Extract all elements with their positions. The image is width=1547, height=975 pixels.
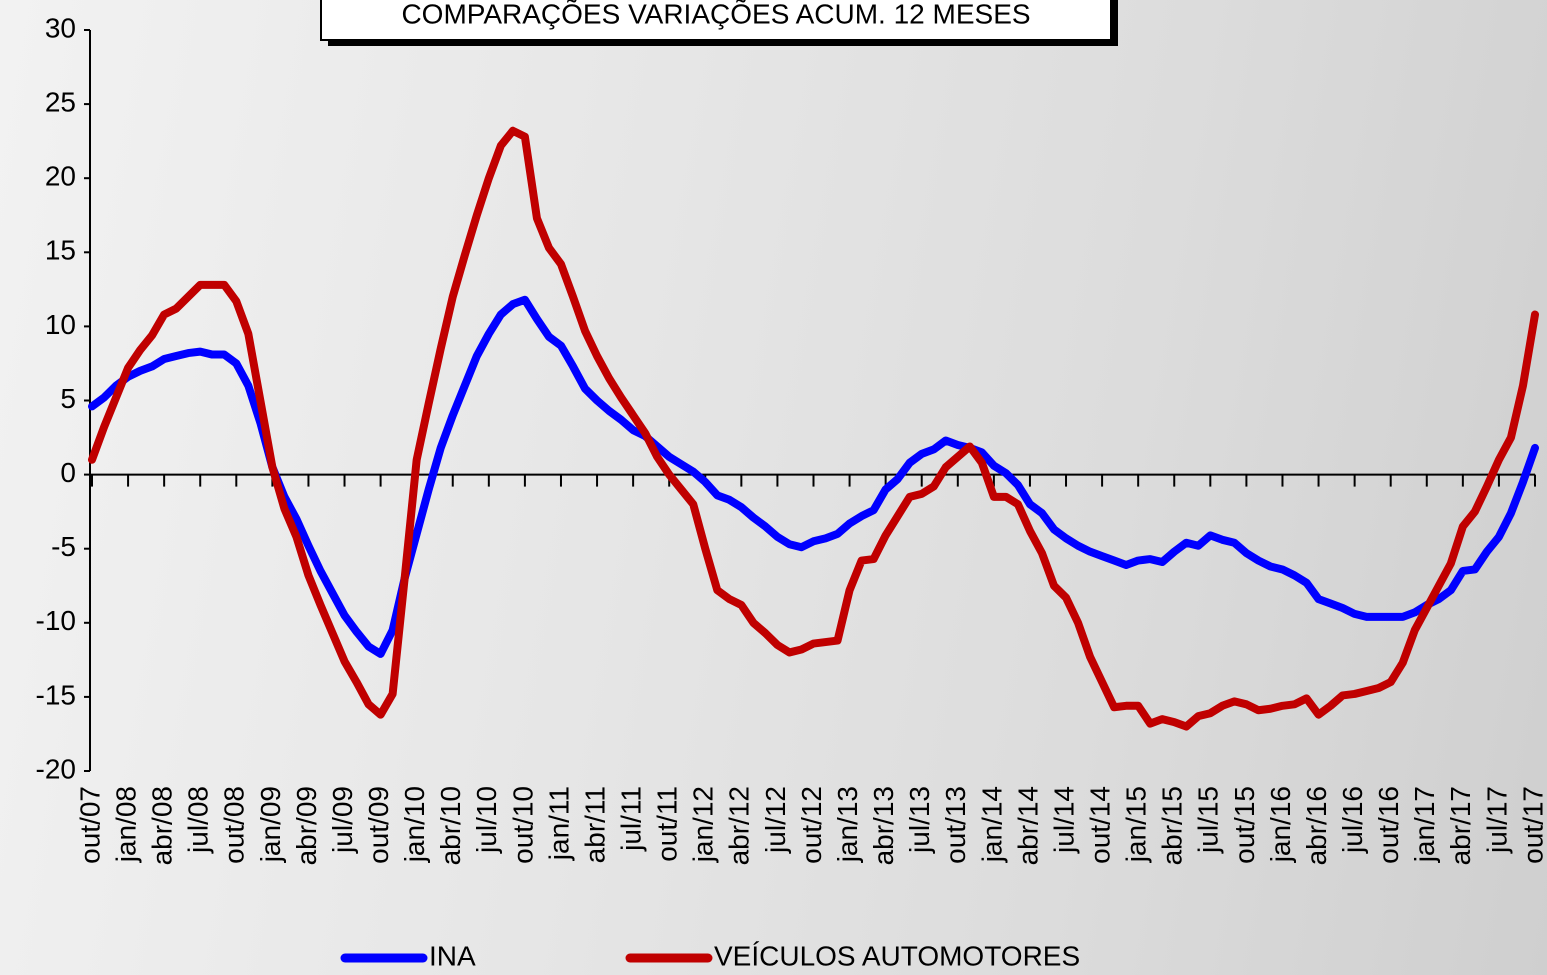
- y-tick-label: 20: [45, 161, 76, 192]
- x-tick-label: jul/08: [183, 786, 214, 854]
- x-tick-label: jan/17: [1409, 786, 1440, 863]
- x-tick-label: jul/09: [327, 786, 358, 854]
- x-tick-label: jul/13: [904, 786, 935, 854]
- y-tick-label: -15: [36, 679, 76, 710]
- x-tick-label: out/12: [796, 786, 827, 864]
- x-tick-label: abr/11: [579, 786, 610, 863]
- y-tick-label: 30: [45, 12, 76, 43]
- x-tick-label: jan/16: [1265, 786, 1296, 863]
- legend-label: INA: [429, 940, 476, 971]
- y-tick-label: 10: [45, 309, 76, 340]
- x-tick-label: jul/12: [760, 786, 791, 854]
- x-tick-label: out/17: [1517, 786, 1547, 864]
- x-tick-label: abr/08: [147, 786, 178, 865]
- y-tick-label: -5: [51, 531, 76, 562]
- y-tick-label: -20: [36, 753, 76, 784]
- y-tick-label: 0: [60, 457, 76, 488]
- x-tick-label: jan/09: [255, 786, 286, 863]
- legend-label: VEÍCULOS AUTOMOTORES: [714, 940, 1080, 971]
- x-tick-label: jul/14: [1048, 786, 1079, 854]
- x-tick-label: abr/17: [1445, 786, 1476, 865]
- x-tick-label: abr/16: [1301, 786, 1332, 865]
- x-tick-label: out/10: [507, 786, 538, 864]
- y-tick-label: -10: [36, 605, 76, 636]
- x-tick-label: abr/15: [1157, 786, 1188, 865]
- x-tick-label: abr/12: [724, 786, 755, 865]
- x-tick-label: out/16: [1373, 786, 1404, 864]
- x-tick-label: jul/10: [471, 786, 502, 854]
- x-tick-label: jan/13: [832, 786, 863, 863]
- x-tick-label: jan/08: [110, 786, 141, 863]
- x-tick-label: jan/10: [399, 786, 430, 863]
- y-tick-label: 5: [60, 383, 76, 414]
- x-tick-label: jan/15: [1121, 786, 1152, 863]
- x-tick-label: jul/11: [616, 786, 647, 852]
- chart-title: COMPARAÇÕES VARIAÇÕES ACUM. 12 MESES: [401, 0, 1030, 29]
- x-tick-label: out/14: [1084, 786, 1115, 864]
- series-line: [92, 131, 1535, 727]
- x-tick-label: jan/14: [976, 786, 1007, 863]
- x-tick-label: abr/14: [1012, 786, 1043, 865]
- y-tick-label: 15: [45, 235, 76, 266]
- y-tick-label: 25: [45, 86, 76, 117]
- x-tick-label: out/11: [652, 786, 683, 862]
- x-tick-label: jul/15: [1193, 786, 1224, 854]
- x-tick-label: jan/12: [688, 786, 719, 863]
- x-tick-label: jul/16: [1337, 786, 1368, 854]
- x-tick-label: out/15: [1229, 786, 1260, 864]
- x-tick-label: jan/11: [543, 786, 574, 861]
- x-tick-label: out/09: [363, 786, 394, 864]
- x-tick-label: jul/17: [1481, 786, 1512, 854]
- x-tick-label: out/08: [219, 786, 250, 864]
- x-tick-label: abr/10: [435, 786, 466, 865]
- chart: COMPARAÇÕES VARIAÇÕES ACUM. 12 MESES -20…: [0, 0, 1547, 975]
- x-tick-label: out/13: [940, 786, 971, 864]
- x-tick-label: abr/13: [868, 786, 899, 865]
- x-tick-label: out/07: [74, 786, 105, 864]
- x-tick-label: abr/09: [291, 786, 322, 865]
